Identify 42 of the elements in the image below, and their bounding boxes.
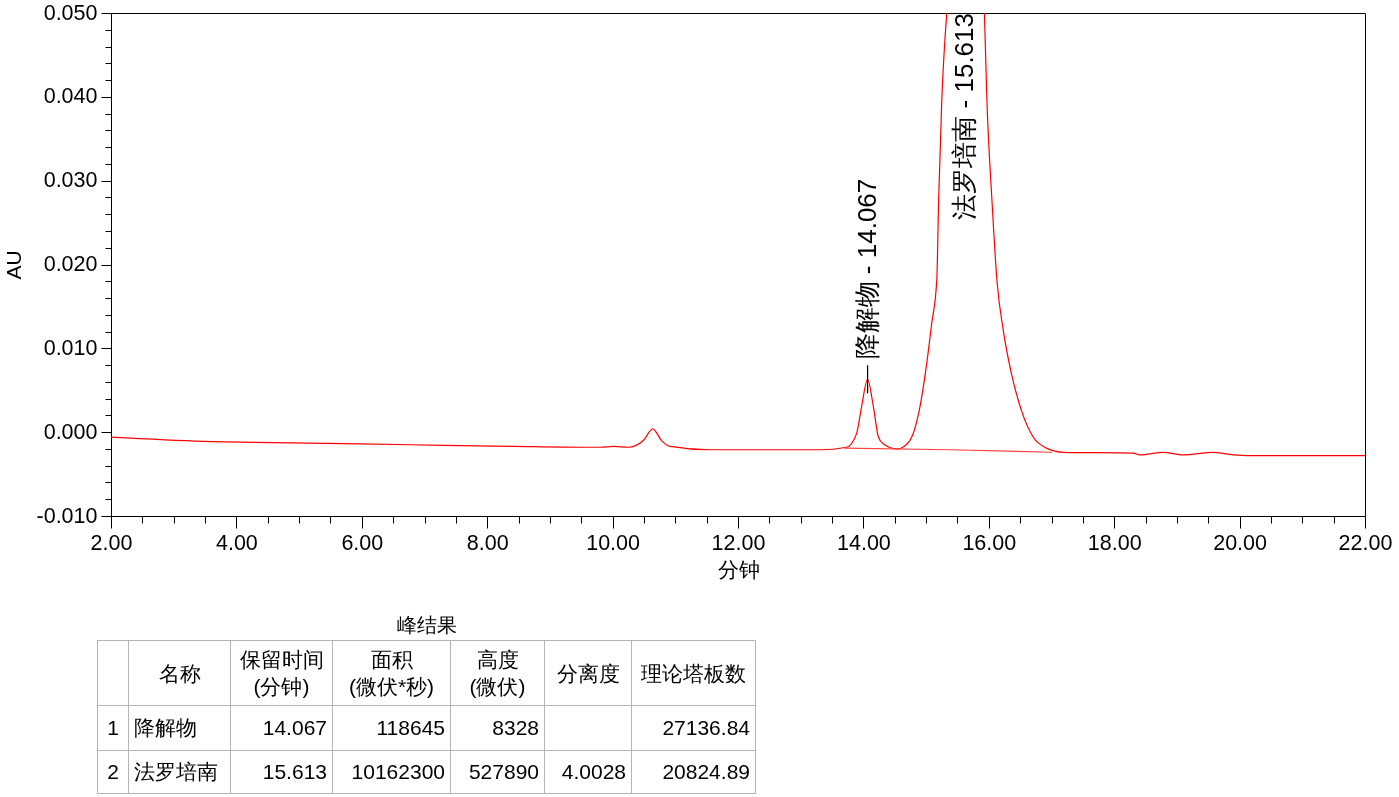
category-label: 名称 bbox=[158, 661, 201, 685]
category-label: 理论塔板数 bbox=[641, 661, 746, 685]
y-tick-label: -0.010 bbox=[36, 503, 98, 528]
x-tick-label: 22.00 bbox=[1338, 530, 1393, 555]
x-tick-label: 6.00 bbox=[341, 530, 384, 555]
text: 20824.89 bbox=[662, 760, 750, 783]
annotation: 法罗培南 - 15.613 bbox=[948, 13, 979, 220]
y-tick-label: 0.000 bbox=[43, 419, 98, 444]
text: 527890 bbox=[468, 760, 539, 783]
category-label: 2 bbox=[107, 760, 119, 783]
category-label: 1 bbox=[107, 716, 119, 739]
y-tick-label: 0.040 bbox=[43, 84, 98, 109]
text: 27136.84 bbox=[662, 716, 750, 739]
annotation: 降解物 - 14.067 bbox=[851, 178, 882, 360]
x-tick-label: 18.00 bbox=[1087, 530, 1142, 555]
x-axis-title: 分钟 bbox=[717, 558, 760, 581]
text: 8328 bbox=[492, 716, 539, 739]
y-axis-title: AU bbox=[1, 250, 25, 280]
x-tick-label: 12.00 bbox=[711, 530, 766, 555]
y-tick-label: 0.050 bbox=[43, 0, 98, 25]
x-tick-label: 14.00 bbox=[836, 530, 891, 555]
category-label: 高度 (微伏) bbox=[469, 648, 526, 698]
text: 118645 bbox=[376, 716, 445, 739]
text: 峰结果 bbox=[395, 613, 458, 638]
x-tick-label: 10.00 bbox=[586, 530, 641, 555]
x-tick-label: 16.00 bbox=[962, 530, 1017, 555]
x-tick-label: 4.00 bbox=[215, 530, 258, 555]
y-tick-label: 0.010 bbox=[43, 335, 98, 360]
text: 14.067 bbox=[262, 716, 327, 739]
text: 15.613 bbox=[262, 760, 327, 783]
x-tick-label: 2.00 bbox=[90, 530, 133, 555]
y-tick-label: 0.030 bbox=[43, 168, 98, 193]
text: 10162300 bbox=[351, 760, 445, 783]
text: 4.0028 bbox=[561, 760, 626, 783]
x-tick-label: 8.00 bbox=[466, 530, 509, 555]
category-label: 面积 (微伏*秒) bbox=[348, 648, 435, 698]
text: 降解物 bbox=[134, 716, 197, 739]
category-label: 分离度 bbox=[556, 661, 620, 685]
text: 法罗培南 bbox=[134, 760, 218, 783]
x-tick-label: 20.00 bbox=[1213, 530, 1268, 555]
category-label: 保留时间 (分钟) bbox=[239, 648, 324, 698]
y-tick-label: 0.020 bbox=[43, 252, 98, 276]
